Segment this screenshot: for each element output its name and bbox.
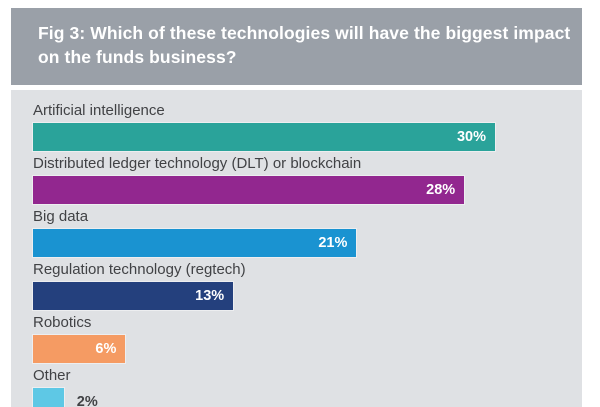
figure-title-line-2: on the funds business? bbox=[38, 47, 237, 67]
chart-panel: Artificial intelligence 30% Distributed le… bbox=[11, 90, 582, 407]
bar: 30% bbox=[33, 123, 495, 151]
bar-track: 13% bbox=[33, 282, 582, 310]
bar-row: Other 2% bbox=[33, 368, 582, 407]
bar: 21% bbox=[33, 229, 357, 257]
value-label: 2% bbox=[76, 394, 98, 407]
category-label: Big data bbox=[33, 208, 89, 225]
value-label: 28% bbox=[426, 182, 456, 198]
bar bbox=[33, 388, 64, 407]
bar-track: 28% bbox=[33, 176, 582, 204]
value-label: 6% bbox=[95, 341, 117, 357]
bar: 6% bbox=[33, 335, 126, 363]
bar-track: 30% bbox=[33, 123, 582, 151]
bar-row: Distributed ledger technology (DLT) or b… bbox=[33, 156, 582, 204]
bar: 13% bbox=[33, 282, 234, 310]
bar-row: Artificial intelligence 30% bbox=[33, 103, 582, 151]
bar-track: 2% bbox=[33, 388, 582, 407]
category-label: Other bbox=[33, 367, 71, 384]
bar-row: Robotics 6% bbox=[33, 315, 582, 363]
bar-track: 21% bbox=[33, 229, 582, 257]
bar-track: 6% bbox=[33, 335, 582, 363]
category-label: Artificial intelligence bbox=[33, 102, 165, 119]
category-label: Distributed ledger technology (DLT) or b… bbox=[33, 155, 362, 172]
bar-rows: Artificial intelligence 30% Distributed le… bbox=[33, 103, 582, 407]
bar: 28% bbox=[33, 176, 465, 204]
category-label: Regulation technology (regtech) bbox=[33, 261, 246, 278]
value-label: 13% bbox=[195, 288, 225, 304]
value-label: 30% bbox=[456, 129, 486, 145]
figure-title-line-1: Fig 3: Which of these technologies will … bbox=[38, 23, 571, 43]
bar-row: Regulation technology (regtech) 13% bbox=[33, 262, 582, 310]
bar-row: Big data 21% bbox=[33, 209, 582, 257]
value-label: 21% bbox=[318, 235, 348, 251]
figure-title-bar: Fig 3: Which of these technologies will … bbox=[11, 8, 582, 85]
category-label: Robotics bbox=[33, 314, 92, 331]
